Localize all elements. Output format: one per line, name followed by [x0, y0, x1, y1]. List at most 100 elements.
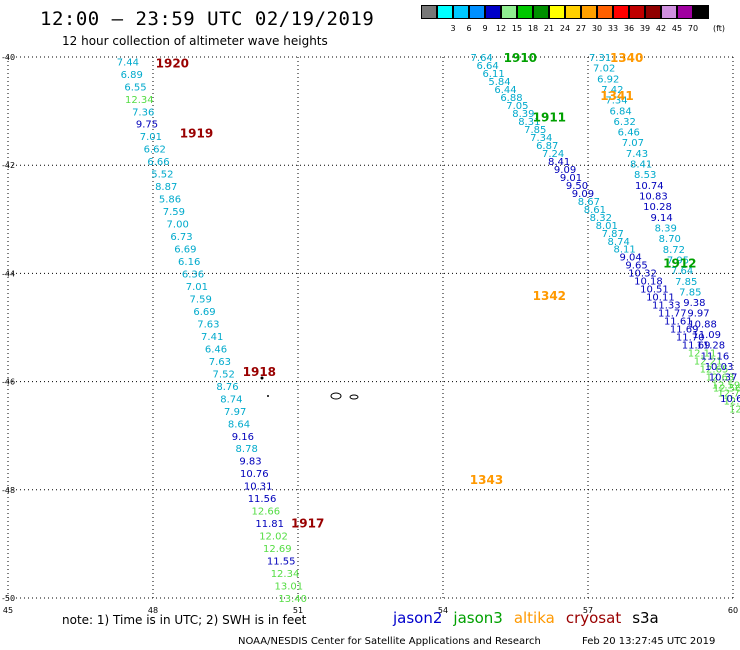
wave-height-value: 12.21	[694, 357, 723, 368]
colorbar-unit: (ft)	[712, 24, 726, 33]
map-subtitle: 12 hour collection of altimeter wave hei…	[62, 34, 328, 48]
wave-height-value: 10.28	[643, 202, 672, 213]
wave-height-value: 5.84	[488, 77, 510, 88]
wave-height-value: 7.05	[506, 101, 528, 112]
wave-height-value: 8.87	[155, 182, 177, 193]
wave-height-value: 12.34	[125, 95, 154, 106]
wave-height-value: 7.95	[667, 255, 689, 266]
wave-height-value: 7.63	[209, 357, 231, 368]
wave-height-value: 7.59	[163, 207, 185, 218]
colorbar-swatch	[581, 5, 597, 19]
footnote: note: 1) Time is in UTC; 2) SWH is in fe…	[62, 613, 307, 627]
wave-height-value: 9.75	[136, 120, 158, 131]
island-outline	[330, 392, 342, 400]
pass-id-label: 1912	[663, 257, 696, 271]
wave-height-value: 11.81	[255, 519, 284, 530]
colorbar-swatch	[597, 5, 613, 19]
wave-height-value: 10.03	[705, 362, 734, 373]
pass-id-label: 1910	[504, 51, 537, 65]
wave-height-value: 6.55	[124, 82, 146, 93]
wave-height-value: 10.76	[240, 469, 269, 480]
colorbar-label: 21	[543, 24, 555, 33]
wave-height-value: 11.69	[682, 341, 711, 352]
wave-height-value: 6.88	[500, 93, 522, 104]
pass-id-label: 1343	[470, 473, 503, 487]
wave-height-value: 5.86	[159, 195, 181, 206]
wave-height-value: 8.70	[659, 234, 681, 245]
pass-id-label: 1340	[610, 51, 643, 65]
wave-height-value: 8.32	[590, 213, 612, 224]
wave-height-value: 7.59	[190, 294, 212, 305]
x-tick-label: 60	[728, 606, 738, 615]
wave-height-value: 6.69	[193, 307, 215, 318]
wave-height-value: 12.99	[724, 397, 740, 408]
pass-id-label: 1911	[533, 111, 566, 125]
wave-height-value: 8.11	[614, 245, 636, 256]
wave-height-value: 6.64	[476, 61, 498, 72]
wave-height-value: 7.07	[622, 138, 644, 149]
island-outline	[349, 394, 359, 400]
wave-height-value: 6.16	[178, 257, 200, 268]
wave-height-value: 6.84	[609, 106, 631, 117]
wave-height-value: 6.32	[614, 117, 636, 128]
wave-height-value: 7.36	[132, 107, 154, 118]
pass-id-label: 1918	[243, 365, 276, 379]
wave-height-value: 7.52	[213, 369, 235, 380]
wave-height-value: 8.41	[630, 160, 652, 171]
wave-height-value: 6.69	[174, 245, 196, 256]
wave-height-value: 12.59	[712, 381, 740, 392]
wave-height-value: 11.16	[701, 351, 730, 362]
island-dot	[267, 395, 269, 397]
x-tick-label: 48	[148, 606, 158, 615]
pass-id-label: 1919	[180, 127, 213, 141]
satellite-cryosat: cryosat	[565, 609, 622, 627]
map-title: 12:00 – 23:59 UTC 02/19/2019	[40, 8, 375, 30]
colorbar-swatch	[661, 5, 677, 19]
colorbar-label: 24	[559, 24, 571, 33]
wave-height-value: 8.67	[578, 197, 600, 208]
colorbar-label: 39	[639, 24, 651, 33]
wave-height-value: 8.76	[216, 382, 238, 393]
wave-height-value: 13.01	[275, 582, 304, 593]
y-tick-label: -46	[2, 378, 15, 387]
satellite-altika: altika	[513, 609, 555, 627]
colorbar-swatch	[565, 5, 581, 19]
wave-height-value: 7.64	[671, 266, 693, 277]
wave-height-value: 6.87	[536, 141, 558, 152]
wave-height-value: 11.56	[248, 494, 277, 505]
wave-height-value: 8.72	[663, 245, 685, 256]
wave-height-value: 11.28	[696, 341, 725, 352]
colorbar-swatch	[517, 5, 533, 19]
colorbar-swatch	[549, 5, 565, 19]
colorbar-swatch	[613, 5, 629, 19]
wave-height-value: 9.50	[566, 181, 588, 192]
wave-height-value: 8.74	[608, 237, 630, 248]
wave-height-value: 10.37	[709, 373, 738, 384]
wave-height-value: 8.39	[512, 109, 534, 120]
wave-height-value: 10.88	[688, 319, 717, 330]
wave-height-value: 8.01	[596, 221, 618, 232]
colorbar-swatch	[677, 5, 693, 19]
wave-height-value: 8.31	[518, 117, 540, 128]
wave-height-value: 10.6	[720, 394, 740, 405]
wave-height-value: 12.34	[271, 569, 300, 580]
colorbar-label: 9	[482, 24, 488, 33]
colorbar-label: 33	[607, 24, 619, 33]
y-tick-label: -48	[2, 486, 15, 495]
wave-height-value: 6.62	[144, 145, 166, 156]
wave-height-value: 9.09	[554, 165, 576, 176]
x-tick-label: 57	[583, 606, 593, 615]
wave-height-value: 10.18	[634, 277, 663, 288]
y-tick-label: -40	[2, 53, 15, 62]
wave-height-value: 12.69	[263, 544, 292, 555]
wave-height-value: 7.24	[542, 149, 564, 160]
wave-height-value: 6.66	[147, 157, 169, 168]
colorbar-label: 45	[671, 24, 683, 33]
colorbar-label: 27	[575, 24, 587, 33]
y-tick-label: -44	[2, 269, 15, 278]
wave-height-value: 10.51	[640, 285, 669, 296]
wave-height-value: 8.53	[634, 170, 656, 181]
wave-height-value: 8.74	[220, 394, 242, 405]
wave-height-value: 12.78	[718, 389, 740, 400]
